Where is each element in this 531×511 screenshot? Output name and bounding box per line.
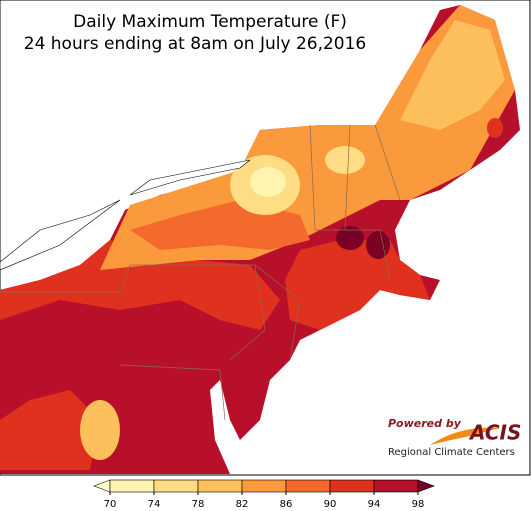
colorbar-band xyxy=(373,479,419,493)
colorbar-tick-label: 70 xyxy=(104,499,117,510)
logo-swoosh xyxy=(430,427,500,445)
logo-powered: Powered by xyxy=(388,417,462,430)
map xyxy=(0,5,520,474)
title: Daily Maximum Temperature (F) xyxy=(73,12,347,32)
logo-subtitle: Regional Climate Centers xyxy=(388,447,515,458)
colorbar-band xyxy=(197,479,243,493)
region-warm xyxy=(0,240,280,330)
colorbar-tick-label: 94 xyxy=(368,499,381,510)
region-hot xyxy=(100,5,515,270)
state-borders xyxy=(0,124,401,421)
region-warm xyxy=(285,240,430,330)
colorbar-band xyxy=(329,479,375,493)
colorbar-tick-label: 82 xyxy=(236,499,249,510)
colorbar-band xyxy=(153,479,199,493)
region-hottest xyxy=(336,226,364,250)
colorbar: 70 74 78 82 86 90 94 98 xyxy=(93,479,435,510)
lake xyxy=(129,159,251,196)
colorbar-tick-label: 98 xyxy=(412,499,425,510)
region-mild xyxy=(400,20,505,130)
colorbar-tick-label: 90 xyxy=(324,499,337,510)
lake xyxy=(0,199,121,271)
colorbar-band xyxy=(285,479,331,493)
colorbar-band xyxy=(109,479,155,493)
region-mild xyxy=(80,400,120,460)
colorbar-tick-label: 74 xyxy=(148,499,161,510)
colorbar-extension-low xyxy=(93,479,111,493)
colorbar-band xyxy=(241,479,287,493)
colorbar-tick-label: 78 xyxy=(192,499,205,510)
region-cool xyxy=(250,167,286,197)
colorbar-extension-high xyxy=(417,479,435,493)
colorbar-tick-label: 86 xyxy=(280,499,293,510)
logo-name: ACIS xyxy=(468,421,521,445)
region-cool xyxy=(325,146,365,174)
subtitle: 24 hours ending at 8am on July 26,2016 xyxy=(24,34,367,54)
region-warm xyxy=(0,390,100,470)
region-hottest xyxy=(366,231,390,259)
region-warm xyxy=(487,118,503,138)
logo: Powered by ACIS Regional Climate Centers xyxy=(388,417,521,458)
